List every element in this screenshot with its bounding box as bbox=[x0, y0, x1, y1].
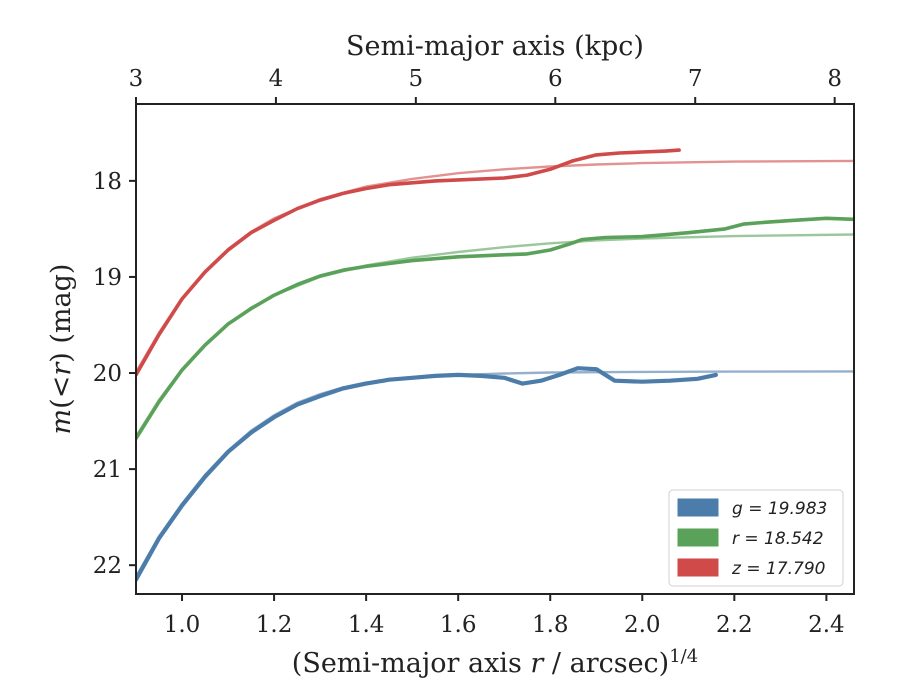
series-line-1 bbox=[136, 216, 854, 441]
x-tick-label: 1.6 bbox=[440, 612, 477, 638]
x-tick-label: 1.4 bbox=[348, 612, 385, 638]
x-axis-label: (Semi-major axis r / arcsec)1/4 bbox=[292, 646, 698, 680]
legend: g = 19.983 r = 18.542 z = 17.790 bbox=[668, 489, 844, 587]
legend-label-1: r = 18.542 bbox=[732, 529, 824, 549]
x-axis-ticks: 1.0 1.2 1.4 1.6 1.8 2.0 2.2 2.4 bbox=[164, 594, 845, 638]
x-tick-label: 2.4 bbox=[808, 612, 845, 638]
top-tick-label: 4 bbox=[269, 66, 284, 92]
y-tick-label: 18 bbox=[93, 169, 122, 195]
y-tick-label: 22 bbox=[93, 553, 122, 579]
fit-line-2 bbox=[136, 159, 854, 373]
top-tick-label: 3 bbox=[129, 66, 144, 92]
fit-line-1 bbox=[136, 233, 854, 438]
y-axis-ticks: 18 19 20 21 22 bbox=[93, 169, 136, 579]
x-tick-label: 2.2 bbox=[716, 612, 753, 638]
data-curves bbox=[136, 148, 854, 582]
x-tick-label: 1.2 bbox=[256, 612, 293, 638]
y-tick-label: 21 bbox=[93, 457, 122, 483]
y-tick-label: 20 bbox=[93, 361, 122, 387]
top-axis-ticks: 3 4 5 6 7 8 bbox=[129, 66, 842, 104]
legend-swatch-2 bbox=[677, 558, 719, 577]
series-line-0 bbox=[136, 366, 718, 582]
legend-label-0: g = 19.983 bbox=[732, 499, 827, 519]
legend-swatch-1 bbox=[677, 528, 719, 547]
top-tick-label: 8 bbox=[827, 66, 842, 92]
top-tick-label: 7 bbox=[688, 66, 703, 92]
legend-swatch-0 bbox=[677, 498, 719, 517]
top-axis-label: Semi-major axis (kpc) bbox=[346, 31, 644, 62]
plot-frame bbox=[135, 103, 855, 595]
y-axis-label: m(<r) (mag) bbox=[46, 264, 77, 435]
top-tick-label: 5 bbox=[409, 66, 424, 92]
x-tick-label: 2.0 bbox=[624, 612, 661, 638]
top-tick-label: 6 bbox=[548, 66, 563, 92]
legend-label-2: z = 17.790 bbox=[731, 559, 825, 579]
x-tick-label: 1.0 bbox=[164, 612, 201, 638]
y-tick-label: 19 bbox=[93, 265, 122, 291]
series-line-2 bbox=[136, 148, 681, 377]
x-tick-label: 1.8 bbox=[532, 612, 569, 638]
